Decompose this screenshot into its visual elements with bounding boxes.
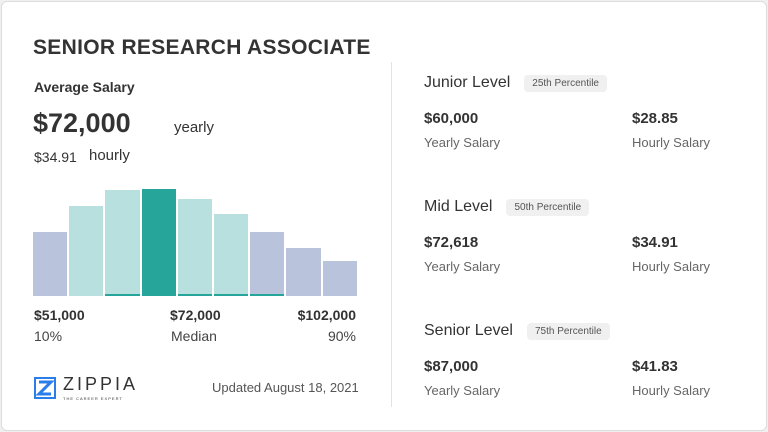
- level-header: Mid Level 50th Percentile: [424, 198, 590, 216]
- x-sub-median: Median: [171, 328, 217, 344]
- level-yearly-label: Yearly Salary: [424, 259, 501, 274]
- divider: [391, 62, 392, 407]
- x-sub-low: 10%: [34, 328, 63, 344]
- histogram-bar: [322, 260, 357, 296]
- histogram-bar: [33, 231, 68, 296]
- level-hourly-value: $34.91: [632, 234, 678, 251]
- bar-underline: [214, 294, 249, 296]
- x-label-median: $72,000: [170, 307, 221, 323]
- histogram-bar: [105, 190, 140, 296]
- x-label-high: $102,000: [297, 307, 356, 323]
- salary-histogram: [33, 182, 359, 296]
- level-hourly-label: Hourly Salary: [632, 383, 711, 398]
- histogram-bar: [177, 198, 212, 296]
- level-header: Junior Level 25th Percentile: [424, 74, 607, 92]
- average-salary-label: Average Salary: [34, 79, 135, 95]
- histogram-bar: [141, 189, 176, 296]
- bar-underline: [105, 294, 140, 296]
- level-yearly-value: $72,618: [424, 234, 479, 251]
- average-yearly-value: $72,000: [33, 108, 131, 138]
- zippia-logo-icon: [34, 377, 56, 404]
- level-hourly-value: $41.83: [632, 358, 678, 375]
- level-yearly-label: Yearly Salary: [424, 135, 501, 150]
- hourly-label: hourly: [89, 147, 130, 164]
- level-hourly-label: Hourly Salary: [632, 135, 711, 150]
- page-title: SENIOR RESEARCH ASSOCIATE: [33, 36, 371, 59]
- level-yearly-label: Yearly Salary: [424, 383, 501, 398]
- percentile-badge: 75th Percentile: [526, 322, 610, 340]
- x-sub-high: 90%: [327, 328, 356, 344]
- brand-name: ZIPPIA: [63, 374, 139, 394]
- level-header: Senior Level 75th Percentile: [424, 322, 610, 340]
- level-hourly-value: $28.85: [632, 110, 678, 127]
- bar-underline: [177, 294, 212, 296]
- average-hourly-value: $34.91: [34, 149, 77, 165]
- level-hourly-label: Hourly Salary: [632, 259, 711, 274]
- bar-underline: [250, 294, 285, 296]
- histogram-bar: [69, 206, 104, 296]
- level-yearly-value: $87,000: [424, 358, 479, 375]
- histogram-bar: [214, 213, 249, 296]
- histogram-bar: [286, 247, 321, 296]
- updated-date: Updated August 18, 2021: [212, 380, 359, 395]
- yearly-label: yearly: [174, 119, 215, 136]
- brand-tagline: THE CAREER EXPERT: [63, 396, 123, 401]
- x-label-low: $51,000: [34, 307, 85, 323]
- level-name: Senior Level: [424, 322, 513, 339]
- histogram-bar: [250, 231, 285, 296]
- level-yearly-value: $60,000: [424, 110, 479, 127]
- level-name: Mid Level: [424, 198, 493, 215]
- level-name: Junior Level: [424, 74, 511, 91]
- percentile-badge: 25th Percentile: [524, 74, 607, 92]
- percentile-badge: 50th Percentile: [506, 198, 590, 216]
